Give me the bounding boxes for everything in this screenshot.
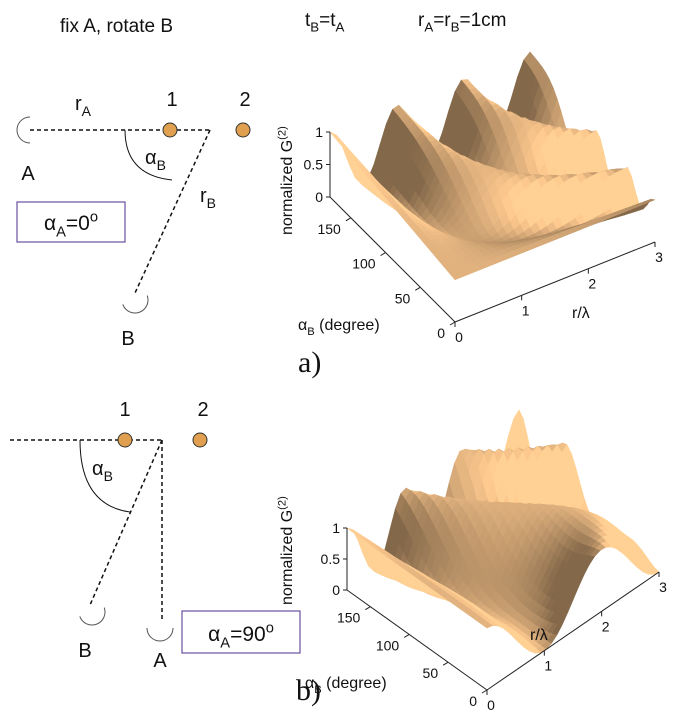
r-tick-label: 2 [588, 276, 596, 292]
r-tick-label: 1 [544, 658, 552, 674]
text-part: B [157, 157, 166, 173]
text-part: A [220, 635, 230, 651]
text-part: A [82, 103, 92, 119]
text-part: (2) [277, 496, 289, 510]
alpha-tick-label: 100 [376, 637, 400, 653]
text-part: A [336, 20, 345, 35]
source-label: 1 [166, 89, 177, 111]
r-tick-label: 1 [522, 302, 530, 318]
source-dot [236, 123, 250, 137]
text-part: (2) [277, 126, 289, 140]
alpha-tick-label: 150 [337, 610, 361, 626]
panel-caption: a) [298, 346, 321, 379]
text-part: =t [319, 10, 336, 31]
surface [347, 410, 659, 653]
detector-label: B [78, 640, 91, 662]
alpha-tick-label: 50 [395, 290, 411, 306]
z-tick-label: 0 [315, 189, 323, 205]
text-part: α [208, 623, 220, 646]
detector-icon [123, 296, 152, 317]
text-part: A [424, 20, 433, 35]
text-part: (degree) [315, 317, 380, 334]
detector-icon [147, 628, 173, 641]
z-tick-label: 0 [332, 582, 340, 598]
distance-label: rB [200, 185, 216, 211]
text-part: =1cm [460, 10, 507, 31]
text-part: α [44, 212, 56, 235]
text-part: o [90, 210, 98, 226]
text-part: A [56, 224, 66, 240]
angle-label: αB [145, 147, 166, 173]
detector-label: A [153, 650, 167, 672]
z-axis-label: normalized G(2) [277, 496, 296, 605]
text-part: =90 [230, 623, 266, 646]
text-part: B [104, 468, 113, 484]
text-part: α [92, 458, 104, 480]
source-dot [193, 433, 207, 447]
tick-mark [381, 253, 386, 256]
alpha-axis-label: αB (degree) [298, 317, 380, 338]
detector-label: B [121, 328, 134, 350]
r-axis-label: r/λ [530, 627, 548, 644]
tick-mark [365, 607, 370, 610]
alpha-tick-label: 50 [423, 665, 439, 681]
header-title: fix A, rotate B [60, 16, 173, 37]
z-tick-label: 1 [332, 520, 340, 536]
time-condition: tB=tA [305, 10, 345, 35]
figure: fix A, rotate BtB=tArA=rB=1cm12rAAαBrBαA… [0, 0, 684, 714]
z-tick-label: 1 [315, 124, 323, 140]
detector-icon [17, 117, 30, 143]
tick-mark [450, 322, 455, 325]
detector-label: A [21, 163, 35, 185]
text-part: normalized G [279, 140, 296, 235]
text-part: =0 [66, 212, 90, 235]
text-part: α [298, 317, 307, 334]
distance-label: rA [75, 93, 92, 119]
r-tick-label: 3 [655, 249, 663, 265]
tick-mark [482, 690, 487, 693]
r-tick-label: 0 [455, 329, 463, 345]
r-tick-label: 2 [602, 618, 610, 634]
source-label: 1 [119, 399, 130, 421]
distance-condition: rA=rB=1cm [418, 10, 507, 35]
r-tick-label: 0 [487, 697, 495, 713]
text-part: o [266, 621, 274, 637]
text-part: B [451, 20, 460, 35]
alpha-tick-label: 100 [352, 256, 376, 272]
r-axis-label: r/λ [572, 305, 590, 322]
text-part: B [310, 20, 319, 35]
source-dot [163, 123, 177, 137]
detector-icon [80, 608, 109, 629]
text-part: normalized G [279, 510, 296, 605]
text-part: α [145, 147, 157, 169]
tick-mark [404, 634, 409, 637]
alpha-tick-label: 150 [317, 221, 341, 237]
alpha-tick-label: 0 [469, 693, 477, 709]
text-part: B [207, 195, 216, 211]
angle-label: αB [92, 458, 113, 484]
z-tick-label: 0.5 [321, 551, 341, 567]
alpha-tick-label: 0 [437, 325, 445, 341]
z-tick-label: 0.5 [304, 157, 324, 173]
tick-mark [346, 218, 351, 221]
text-part: =r [433, 10, 451, 31]
source-dot [118, 433, 132, 447]
panel-caption: b) [296, 674, 321, 707]
z-axis-label: normalized G(2) [277, 126, 296, 235]
text-part: B [307, 326, 314, 338]
tick-mark [443, 662, 448, 665]
text-part: (degree) [322, 675, 387, 692]
source-label: 2 [197, 399, 208, 421]
tick-mark [415, 287, 420, 290]
source-label: 2 [239, 89, 250, 111]
r-tick-label: 3 [659, 579, 667, 595]
